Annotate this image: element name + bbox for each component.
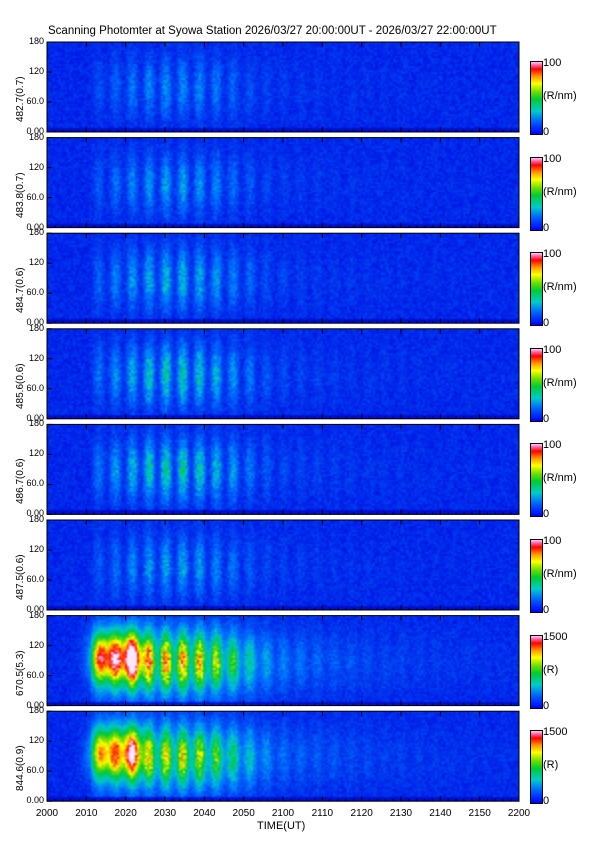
heatmap-image <box>47 137 519 228</box>
x-tick-label: 2120 <box>350 808 373 819</box>
x-axis-label: TIME(UT) <box>257 820 306 832</box>
y-tick-label: 60.0 <box>26 478 44 489</box>
colorbar-min-label: 0 <box>543 317 550 330</box>
heatmap-image <box>47 424 519 515</box>
x-tick-label: 2050 <box>232 808 255 819</box>
colorbar-min-label: 0 <box>543 508 550 521</box>
colorbar-unit-label: (R/nm) <box>543 376 577 389</box>
y-tick-label: 120 <box>28 735 44 746</box>
x-tick-label: 2140 <box>429 808 452 819</box>
colorbar-min-label: 0 <box>543 699 550 712</box>
x-tick-label: 2200 <box>507 808 531 819</box>
y-tick-label: 0.00 <box>26 317 44 328</box>
colorbar <box>530 730 543 805</box>
colorbar <box>530 539 543 613</box>
y-tick-label: 0.00 <box>26 699 44 710</box>
heatmap-plot-area <box>47 42 519 132</box>
x-tick-label: 2020 <box>114 808 137 819</box>
x-tick-label: 2030 <box>153 808 177 819</box>
y-tick-label: 120 <box>28 448 44 459</box>
y-tick-label: 60.0 <box>26 287 44 298</box>
colorbar-unit-label: (R/nm) <box>543 568 577 580</box>
y-tick-label: 60.0 <box>26 574 44 584</box>
colorbar-max-label: 100 <box>543 535 562 547</box>
colorbar-min-label: 0 <box>543 412 550 425</box>
colorbar-max-label: 100 <box>543 343 562 356</box>
y-tick-label: 120 <box>28 544 44 554</box>
y-tick-label: 60.0 <box>26 96 44 106</box>
heatmap-plot-area <box>47 520 519 610</box>
y-tick-label: 60.0 <box>26 765 44 776</box>
y-tick-label: 120 <box>28 161 44 172</box>
colorbar-min-label: 0 <box>543 604 550 616</box>
heatmap-plot-area <box>47 233 519 324</box>
x-tick-label: 2100 <box>271 808 295 819</box>
x-tick-label: 2130 <box>389 808 413 819</box>
y-tick-label: 180 <box>28 131 44 142</box>
colorbar <box>530 156 543 231</box>
colorbar-min-label: 0 <box>543 126 550 138</box>
y-tick-label: 0.00 <box>26 795 44 806</box>
chart-title: Scanning Photomter at Syowa Station 2026… <box>48 25 497 37</box>
x-tick-label: 2110 <box>311 808 334 819</box>
x-tick-label: 2040 <box>193 808 216 819</box>
heatmap-image <box>47 42 519 132</box>
y-tick-label: 180 <box>28 322 44 333</box>
colorbar-unit-label: (R) <box>543 759 559 772</box>
x-tick-label: 2150 <box>468 808 491 819</box>
y-tick-label: 60.0 <box>26 669 44 680</box>
heatmap-plot-area <box>47 711 519 802</box>
y-tick-label: 0.00 <box>26 604 44 614</box>
colorbar-max-label: 100 <box>543 248 562 261</box>
y-tick-label: 0.00 <box>26 126 44 136</box>
heatmap-plot-area <box>47 424 519 515</box>
heatmap-image <box>47 328 519 419</box>
colorbar-max-label: 100 <box>543 57 562 69</box>
y-tick-label: 180 <box>28 514 44 524</box>
y-tick-label: 0.00 <box>26 412 44 423</box>
y-tick-label: 120 <box>28 352 44 363</box>
colorbar-unit-label: (R/nm) <box>543 185 577 198</box>
y-tick-label: 60.0 <box>26 191 44 202</box>
colorbar-max-label: 1500 <box>543 726 568 739</box>
heatmap-image <box>47 233 519 324</box>
y-tick-label: 120 <box>28 257 44 268</box>
y-tick-label: 0.00 <box>26 508 44 519</box>
x-tick-label: 2000 <box>35 808 59 819</box>
y-tick-label: 180 <box>28 418 44 429</box>
y-tick-label: 180 <box>28 36 44 46</box>
y-tick-label: 180 <box>28 705 44 716</box>
heatmap-plot-area <box>47 615 519 706</box>
y-tick-label: 0.00 <box>26 221 44 232</box>
colorbar <box>530 252 543 327</box>
colorbar-min-label: 0 <box>543 795 550 808</box>
colorbar-unit-label: (R/nm) <box>543 281 577 294</box>
y-tick-label: 120 <box>28 639 44 650</box>
heatmap-plot-area <box>47 137 519 228</box>
x-tick-label: 2010 <box>75 808 98 819</box>
heatmap-image <box>47 711 519 802</box>
colorbar-max-label: 100 <box>543 439 562 452</box>
colorbar-max-label: 1500 <box>543 630 568 643</box>
heatmap-image <box>47 615 519 706</box>
colorbar-unit-label: (R) <box>543 663 559 676</box>
y-tick-label: 180 <box>28 609 44 620</box>
colorbar-unit-label: (R/nm) <box>543 472 577 485</box>
heatmap-image <box>47 520 519 610</box>
colorbar-min-label: 0 <box>543 221 550 234</box>
colorbar <box>530 443 543 518</box>
heatmap-plot-area <box>47 328 519 419</box>
y-tick-label: 120 <box>28 66 44 76</box>
colorbar <box>530 61 543 135</box>
colorbar <box>530 634 543 709</box>
colorbar <box>530 347 543 422</box>
y-tick-label: 180 <box>28 227 44 238</box>
y-tick-label: 60.0 <box>26 382 44 393</box>
colorbar-max-label: 100 <box>543 152 562 165</box>
colorbar-unit-label: (R/nm) <box>543 90 577 102</box>
